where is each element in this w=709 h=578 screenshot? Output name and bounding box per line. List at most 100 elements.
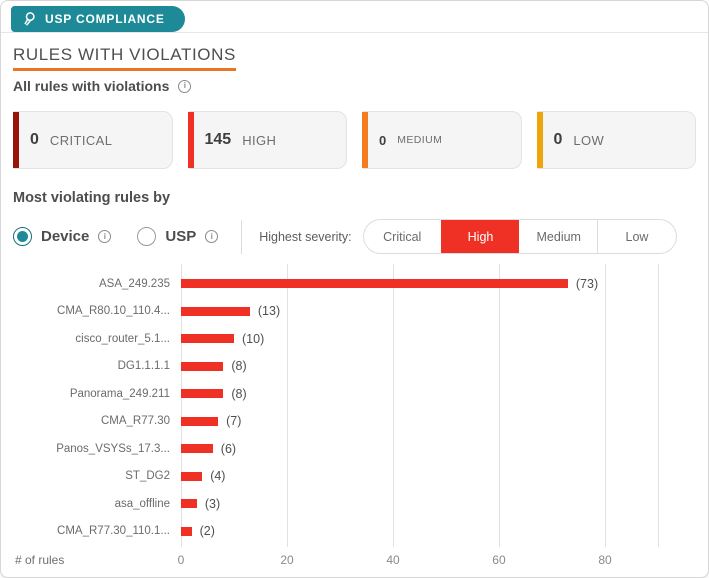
widget-content: RULES WITH VIOLATIONS All rules with vio… — [1, 33, 708, 571]
chart-row: ST_DG2 (4) — [13, 463, 696, 491]
info-icon[interactable]: i — [98, 230, 112, 243]
x-axis-ticks: 0 20 40 60 80 — [177, 553, 658, 567]
radio-circle-icon — [13, 227, 32, 246]
bar-count-label: (6) — [220, 441, 237, 456]
chart-category-label: ST_DG2 — [125, 470, 170, 483]
bar-count-label: (8) — [231, 359, 247, 374]
chart-category-label: ASA_249.235 — [99, 277, 170, 290]
group-by-radios: Device i USP i — [13, 227, 219, 246]
bar-area: (13) — [181, 304, 658, 318]
x-tick-label: 40 — [386, 553, 400, 567]
chart-row: Panos_VSYSs_17.3... (6) — [13, 435, 696, 463]
badge-label: USP COMPLIANCE — [45, 12, 165, 26]
bar[interactable] — [181, 416, 219, 426]
chart-category-label: asa_offline — [114, 497, 170, 510]
award-ribbon-icon — [22, 11, 37, 27]
violations-bar-chart: ASA_249.235 (73) CMA_R80.10_110.4... (13) ci… — [13, 264, 696, 571]
bar-count-label: (13) — [257, 304, 281, 319]
segment-high[interactable]: High — [440, 220, 520, 253]
bar-count-label: (2) — [199, 524, 215, 539]
chart-category-label: Panorama_249.211 — [69, 387, 170, 400]
x-tick-label: 0 — [177, 553, 185, 567]
info-icon[interactable]: i — [205, 230, 219, 243]
bar-area: (8) — [181, 359, 658, 373]
severity-card-low[interactable]: 0 LOW — [536, 111, 696, 169]
severity-color-strip — [13, 112, 19, 168]
radio-dot — [141, 231, 152, 242]
x-tick-label: 60 — [492, 553, 506, 567]
usp-compliance-badge[interactable]: USP COMPLIANCE — [11, 6, 185, 32]
chart-category-label: CMA_R80.10_110.4... — [57, 305, 170, 318]
chart-row: ASA_249.235 (73) — [13, 270, 696, 298]
chart-category-label: DG1.1.1.1 — [117, 360, 170, 373]
x-tick-label: 80 — [598, 553, 612, 567]
radio-usp[interactable]: USP i — [137, 227, 219, 246]
severity-count: 0 — [553, 131, 563, 148]
chart-row: DG1.1.1.1 (8) — [13, 353, 696, 381]
segment-medium[interactable]: Medium — [536, 229, 581, 244]
vertical-divider — [241, 219, 243, 254]
bar-area: (10) — [181, 332, 658, 346]
bar-area: (8) — [181, 387, 658, 401]
bar[interactable] — [181, 444, 213, 454]
chart-row: CMA_R77.30_110.1... (2) — [13, 518, 696, 546]
bar[interactable] — [181, 499, 197, 509]
segment-critical[interactable]: Critical — [383, 229, 422, 244]
chart-row: cisco_router_5.1... (10) — [13, 325, 696, 353]
severity-card-critical[interactable]: 0 CRITICAL — [13, 111, 173, 169]
chart-category-label: CMA_R77.30 — [100, 415, 170, 428]
bar[interactable] — [181, 334, 234, 344]
chart-rows: ASA_249.235 (73) CMA_R80.10_110.4... (13) ci… — [13, 270, 696, 545]
severity-label: HIGH — [242, 132, 277, 148]
bar[interactable] — [181, 279, 568, 289]
radio-circle-icon — [137, 227, 157, 246]
chart-category-label: Panos_VSYSs_17.3... — [56, 442, 170, 455]
chart-row: asa_offline (3) — [13, 490, 696, 518]
x-axis: # of rules 0 20 40 60 80 — [13, 547, 696, 571]
segment-low[interactable]: Low — [597, 220, 675, 253]
radio-dot — [17, 231, 28, 242]
bar-count-label: (4) — [210, 469, 226, 484]
bar-area: (4) — [181, 469, 658, 483]
bar-count-label: (73) — [575, 276, 599, 291]
chart-category-label: CMA_R77.30_110.1... — [57, 525, 170, 538]
severity-segmented-control: Critical High Medium Low — [362, 219, 677, 254]
bar-count-label: (7) — [226, 414, 242, 429]
filter-controls-row: Device i USP i Highest severity: Critical Hi… — [13, 219, 696, 254]
bar[interactable] — [181, 389, 224, 399]
subtitle-text: All rules with violations — [13, 78, 170, 94]
chart-row: CMA_R77.30 (7) — [13, 408, 696, 436]
severity-card-medium[interactable]: 0 MEDIUM — [362, 111, 522, 169]
bar-area: (6) — [181, 442, 658, 456]
severity-color-strip — [187, 112, 194, 168]
bar-area: (2) — [181, 524, 658, 538]
severity-label: LOW — [573, 132, 605, 148]
bar[interactable] — [181, 471, 203, 481]
severity-label: MEDIUM — [397, 134, 443, 146]
page-title: RULES WITH VIOLATIONS — [13, 45, 236, 71]
x-tick-label: 20 — [280, 553, 294, 567]
bar-count-label: (10) — [242, 331, 265, 346]
severity-filter-label: Highest severity: — [259, 229, 352, 244]
bar-count-label: (3) — [204, 496, 221, 511]
bar[interactable] — [181, 306, 250, 316]
severity-cards-row: 0 CRITICAL 145 HIGH 0 MEDIUM 0 LOW — [13, 111, 696, 169]
chart-row: Panorama_249.211 (8) — [13, 380, 696, 408]
bar-count-label: (8) — [231, 386, 247, 401]
bar[interactable] — [181, 361, 224, 371]
severity-count: 145 — [204, 131, 232, 148]
radio-label: USP — [165, 228, 197, 245]
severity-color-strip — [362, 112, 368, 168]
bar-area: (7) — [181, 414, 658, 428]
radio-label: Device — [41, 228, 90, 245]
info-icon[interactable]: i — [178, 79, 192, 93]
bar[interactable] — [181, 526, 192, 536]
radio-device[interactable]: Device i — [13, 227, 112, 246]
severity-card-high[interactable]: 145 HIGH — [187, 111, 347, 169]
severity-color-strip — [536, 112, 543, 168]
x-axis-title: # of rules — [15, 553, 65, 567]
widget-header: USP COMPLIANCE — [1, 1, 708, 33]
bar-area: (73) — [181, 277, 658, 291]
severity-label: CRITICAL — [49, 132, 113, 148]
